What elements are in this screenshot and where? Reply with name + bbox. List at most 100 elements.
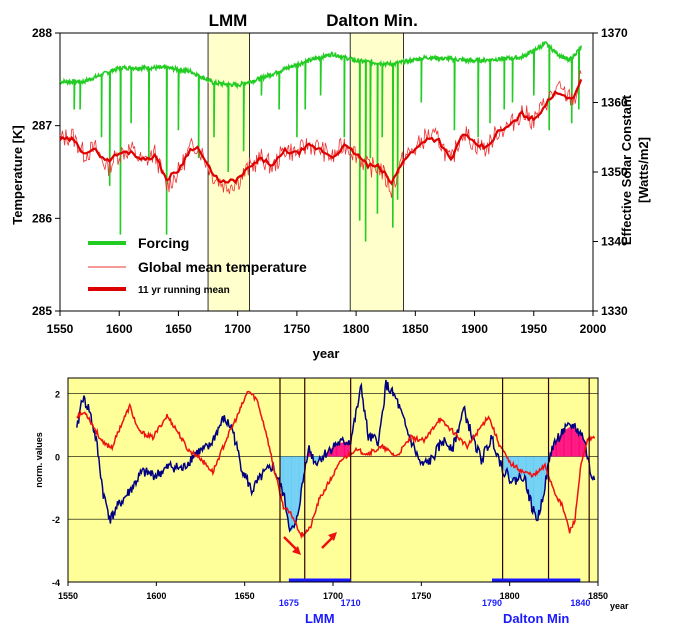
fill-positive-1 [561, 431, 563, 457]
fill-negative-0 [297, 456, 299, 515]
fill-negative-0 [295, 456, 297, 526]
top-legend: Forcing Global mean temperature 11 yr ru… [88, 235, 307, 296]
top-xtick-label: 1650 [165, 322, 192, 336]
top-chart: 1550 1600 1650 1700 1750 1800 1850 1900 1950 2000… [10, 11, 651, 361]
fill-negative-0 [285, 456, 287, 509]
fill-negative-1 [528, 456, 530, 497]
fill-negative-1 [534, 456, 536, 515]
fill-positive-0 [342, 442, 344, 457]
fill-positive-0 [341, 442, 343, 457]
top-xtick-label: 2000 [580, 322, 607, 336]
top-xlabel: year [313, 346, 340, 361]
fill-negative-1 [509, 456, 511, 479]
bracket-end-label: 1840 [570, 598, 590, 608]
fill-positive-1 [582, 436, 584, 457]
fill-positive-0 [344, 441, 346, 457]
top-ytick-label: 286 [32, 211, 52, 225]
bottom-ytick-label: 0 [55, 452, 60, 462]
fill-negative-0 [293, 456, 295, 529]
fill-negative-1 [538, 456, 540, 515]
fill-positive-0 [340, 442, 341, 457]
fill-negative-1 [535, 456, 537, 517]
fill-negative-0 [288, 456, 290, 528]
fill-positive-0 [333, 445, 335, 457]
fill-positive-1 [566, 428, 568, 457]
top-annotation-lmm: LMM [209, 11, 248, 30]
fill-positive-1 [579, 432, 581, 457]
top-xtick-label: 1700 [224, 322, 251, 336]
fill-negative-0 [287, 456, 289, 523]
fill-positive-1 [573, 425, 575, 457]
fill-positive-0 [336, 443, 338, 457]
bottom-xtick-label: 1850 [588, 591, 608, 601]
legend-label-forcing: Forcing [138, 235, 189, 251]
fill-negative-1 [532, 456, 534, 512]
fill-negative-0 [298, 456, 300, 510]
top-ytick-label: 288 [32, 26, 52, 40]
arrow-down-head [292, 546, 301, 555]
bracket-name-label: LMM [305, 611, 335, 626]
top-xtick-label: 1550 [47, 322, 74, 336]
bracket-end-label: 1710 [341, 598, 361, 608]
top-y2tick-label: 1340 [601, 235, 628, 249]
fill-negative-0 [316, 456, 318, 462]
fill-negative-1 [511, 456, 513, 481]
bottom-xtick-label: 1600 [146, 591, 166, 601]
fill-negative-0 [283, 456, 285, 499]
fill-negative-1 [541, 456, 543, 502]
fill-positive-1 [563, 430, 565, 457]
top-y2tick-label: 1360 [601, 96, 628, 110]
fill-negative-0 [284, 456, 286, 504]
fill-negative-1 [537, 456, 539, 520]
fill-negative-0 [287, 456, 288, 518]
top-ylabel: Temperature [K] [10, 125, 25, 224]
bracket-name-label: Dalton Min [503, 611, 569, 626]
fill-positive-0 [343, 442, 345, 457]
fill-negative-0 [294, 456, 296, 528]
fill-negative-1 [504, 456, 506, 473]
fill-negative-0 [292, 456, 294, 530]
fill-negative-1 [529, 456, 531, 503]
bottom-ylabel: norm. values [34, 432, 44, 488]
fill-negative-0 [280, 456, 282, 490]
top-xtick-label: 1950 [520, 322, 547, 336]
fill-negative-1 [530, 456, 532, 507]
fill-negative-1 [540, 456, 542, 507]
fill-negative-0 [289, 456, 291, 532]
series-blue [76, 379, 596, 533]
fill-negative-0 [286, 456, 288, 513]
fill-positive-0 [345, 441, 347, 457]
fill-negative-1 [517, 456, 519, 479]
fill-negative-0 [291, 456, 293, 531]
top-y2tick-label: 1370 [601, 26, 628, 40]
top-xtick-label: 1800 [343, 322, 370, 336]
fill-positive-1 [567, 428, 568, 457]
legend-label-running: 11 yr running mean [138, 285, 230, 296]
fill-positive-1 [564, 429, 566, 457]
arrow-up-head [328, 532, 337, 541]
top-y2tick-label: 1350 [601, 165, 628, 179]
bottom-xtick-label: 1550 [58, 591, 78, 601]
fill-positive-0 [338, 443, 340, 457]
fill-negative-0 [317, 456, 318, 462]
bottom-xtick-label: 1700 [323, 591, 343, 601]
fill-positive-1 [576, 429, 578, 457]
top-ytick-label: 285 [32, 304, 52, 318]
bracket-start-label: 1675 [279, 598, 299, 608]
fill-positive-1 [581, 434, 583, 457]
fill-negative-1 [522, 456, 523, 477]
fill-negative-0 [299, 456, 301, 504]
bottom-xtick-label: 1800 [500, 591, 520, 601]
series-forcing [59, 41, 582, 242]
bottom-ytick-label: -2 [52, 515, 60, 525]
fill-positive-1 [570, 426, 572, 457]
fill-negative-1 [514, 456, 516, 481]
bottom-ytick-label: 2 [55, 390, 60, 400]
fill-negative-1 [510, 456, 512, 480]
fill-negative-1 [537, 456, 538, 520]
fill-negative-1 [533, 456, 535, 513]
top-xtick-label: 1750 [284, 322, 311, 336]
fill-positive-1 [571, 425, 573, 457]
fill-negative-0 [296, 456, 298, 521]
top-xtick-label: 1600 [106, 322, 133, 336]
